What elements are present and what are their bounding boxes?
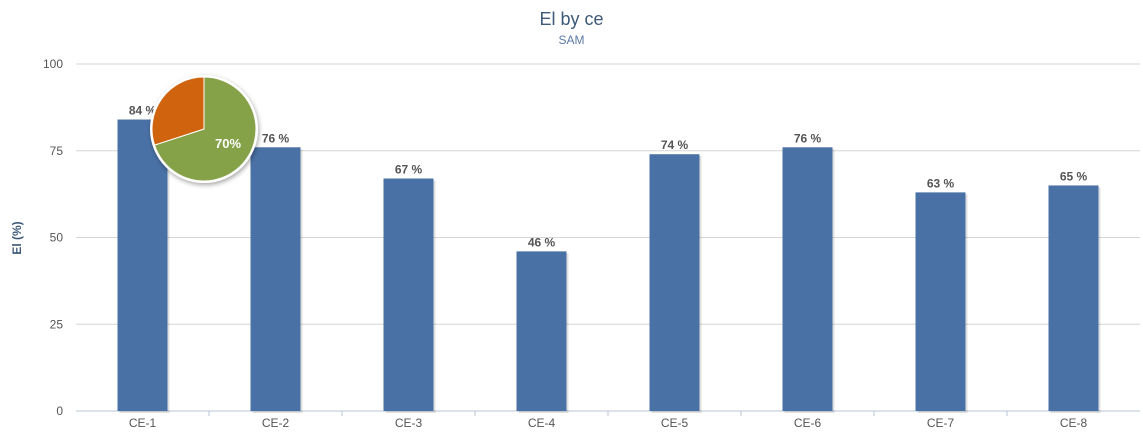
bar bbox=[250, 147, 301, 411]
bars: 84 % 76 % 67 % 46 % 74 % 76 % 63 % 65 % bbox=[117, 104, 1101, 414]
bar bbox=[1048, 185, 1099, 411]
pie-slice bbox=[151, 76, 205, 146]
y-tick-label: 100 bbox=[43, 57, 63, 71]
pie-body bbox=[150, 75, 258, 183]
x-axis-ticks: CE-1 CE-2 CE-3 CE-4 CE-5 CE-6 CE-7 CE-8 bbox=[129, 411, 1088, 430]
y-tick-label: 25 bbox=[50, 317, 64, 331]
bar bbox=[117, 119, 168, 412]
x-tick-label: CE-3 bbox=[395, 416, 423, 430]
bar bbox=[782, 147, 833, 411]
y-axis-ticks: 0 25 50 75 100 bbox=[43, 57, 63, 418]
data-label: 76 % bbox=[262, 131, 290, 145]
data-label: 84 % bbox=[129, 104, 157, 118]
data-label: 46 % bbox=[528, 235, 556, 249]
x-tick-label: CE-2 bbox=[262, 416, 290, 430]
y-tick-label: 50 bbox=[50, 231, 64, 245]
pie-slice bbox=[153, 76, 257, 182]
chart-subtitle: SAM bbox=[558, 33, 584, 47]
x-tick-label: CE-4 bbox=[528, 416, 556, 430]
bar bbox=[915, 192, 966, 411]
data-label: 63 % bbox=[927, 176, 955, 190]
bar bbox=[649, 154, 700, 411]
x-tick-label: CE-6 bbox=[794, 416, 822, 430]
y-tick-label: 75 bbox=[50, 144, 64, 158]
x-tick-label: CE-7 bbox=[927, 416, 955, 430]
y-tick-label: 0 bbox=[56, 404, 63, 418]
x-tick-label: CE-5 bbox=[661, 416, 689, 430]
data-label: 74 % bbox=[661, 138, 689, 152]
y-axis-label: El (%) bbox=[10, 221, 24, 254]
bar bbox=[383, 178, 434, 411]
pie-label: 70% bbox=[215, 136, 241, 151]
inset-pie: 70% bbox=[150, 75, 258, 183]
x-tick-label: CE-8 bbox=[1060, 416, 1088, 430]
x-tick-label: CE-1 bbox=[129, 416, 157, 430]
data-label: 76 % bbox=[794, 131, 822, 145]
data-label: 65 % bbox=[1060, 169, 1088, 183]
data-label: 67 % bbox=[395, 163, 423, 177]
bar bbox=[516, 251, 567, 411]
chart-title: El by ce bbox=[539, 9, 603, 29]
